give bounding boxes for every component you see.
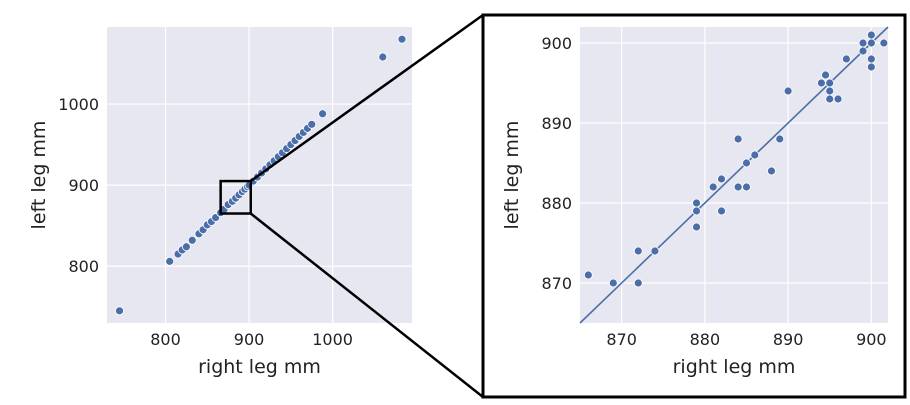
zoom-connector-lines xyxy=(249,13,484,398)
overview-data-point xyxy=(307,119,317,129)
zoom-data-point xyxy=(733,182,743,192)
zoom-data-point xyxy=(692,222,701,232)
overview-data-point xyxy=(115,306,124,316)
connector-line-bottom xyxy=(249,212,484,398)
zoom-data-point xyxy=(767,166,776,176)
zoom-data-point xyxy=(879,38,889,48)
zoom-data-point xyxy=(633,246,643,256)
zoom-data-point xyxy=(825,78,835,88)
overview-y-axis-label: left leg mm xyxy=(28,121,50,230)
zoom-data-point xyxy=(608,278,618,288)
zoom-data-point xyxy=(633,278,643,288)
overview-y-tick-label: 900 xyxy=(68,176,99,195)
zoom-data-point xyxy=(717,206,726,216)
zoom-data-point xyxy=(866,54,876,64)
zoom-data-point xyxy=(583,270,593,280)
zoom-frame xyxy=(481,13,907,399)
zoom-data-point xyxy=(733,134,743,144)
zoom-data-point xyxy=(821,70,830,80)
overview-data-point xyxy=(165,256,175,266)
overview-x-axis-label: right leg mm xyxy=(198,356,321,378)
zoom-y-tick-label: 880 xyxy=(541,194,572,213)
overview-grid xyxy=(107,27,412,323)
zoom-data-point xyxy=(742,182,751,192)
zoom-data-point xyxy=(717,174,726,184)
zoom-x-axis-label: right leg mm xyxy=(673,356,796,378)
zoom-data-point xyxy=(692,198,701,208)
zoom-data-point xyxy=(817,78,826,88)
overview-x-tick-label: 900 xyxy=(234,330,265,349)
zoom-points xyxy=(583,30,889,288)
zoom-data-point xyxy=(866,38,876,48)
overview-y-tick-label: 800 xyxy=(68,257,99,276)
zoom-grid xyxy=(580,27,888,323)
fit-line xyxy=(579,26,889,324)
zoom-tick-labels: 870 880 890 900 870 880 890 900 xyxy=(541,34,886,349)
connector-line-top xyxy=(249,13,484,183)
zoom-x-tick-label: 880 xyxy=(690,330,721,349)
overview-data-point xyxy=(318,109,327,119)
zoom-data-point xyxy=(708,182,718,192)
zoom-x-tick-label: 890 xyxy=(773,330,804,349)
zoom-data-point xyxy=(692,206,701,216)
zoom-data-point xyxy=(775,134,785,144)
zoom-y-tick-label: 890 xyxy=(541,114,572,133)
overview-data-point xyxy=(397,34,407,44)
zoom-data-point xyxy=(833,94,843,104)
overview-y-tick-label: 1000 xyxy=(58,95,99,114)
zoom-data-point xyxy=(841,54,851,64)
overview-data-point xyxy=(181,242,191,252)
zoom-data-point xyxy=(825,94,835,104)
zoom-data-point xyxy=(750,150,760,160)
zoom-data-point xyxy=(866,30,876,40)
zoom-data-point xyxy=(783,86,793,96)
overview-tick-labels: 800 900 1000 800 900 1000 xyxy=(58,95,353,349)
zoom-box xyxy=(219,179,252,215)
overview-panel: 800 900 1000 800 900 1000 right leg mm left l… xyxy=(28,27,412,378)
zoom-y-axis-label: left leg mm xyxy=(501,121,523,230)
zoom-data-point xyxy=(825,86,835,96)
overview-x-tick-label: 800 xyxy=(150,330,181,349)
zoom-data-point xyxy=(866,62,876,72)
overview-x-tick-label: 1000 xyxy=(312,330,353,349)
zoom-y-tick-label: 870 xyxy=(541,274,572,293)
zoom-x-tick-label: 900 xyxy=(856,330,887,349)
zoom-data-point xyxy=(742,158,751,168)
overview-data-point xyxy=(378,52,388,62)
zoom-data-point xyxy=(650,246,660,256)
zoom-y-tick-label: 900 xyxy=(541,34,572,53)
zoom-x-tick-label: 870 xyxy=(606,330,637,349)
overview-points xyxy=(115,34,407,316)
overview-data-point xyxy=(187,235,197,245)
zoom-panel: 870 880 890 900 870 880 890 900 right leg mm le… xyxy=(481,13,907,399)
zoom-data-point xyxy=(858,46,868,56)
zoom-data-point xyxy=(858,38,868,48)
